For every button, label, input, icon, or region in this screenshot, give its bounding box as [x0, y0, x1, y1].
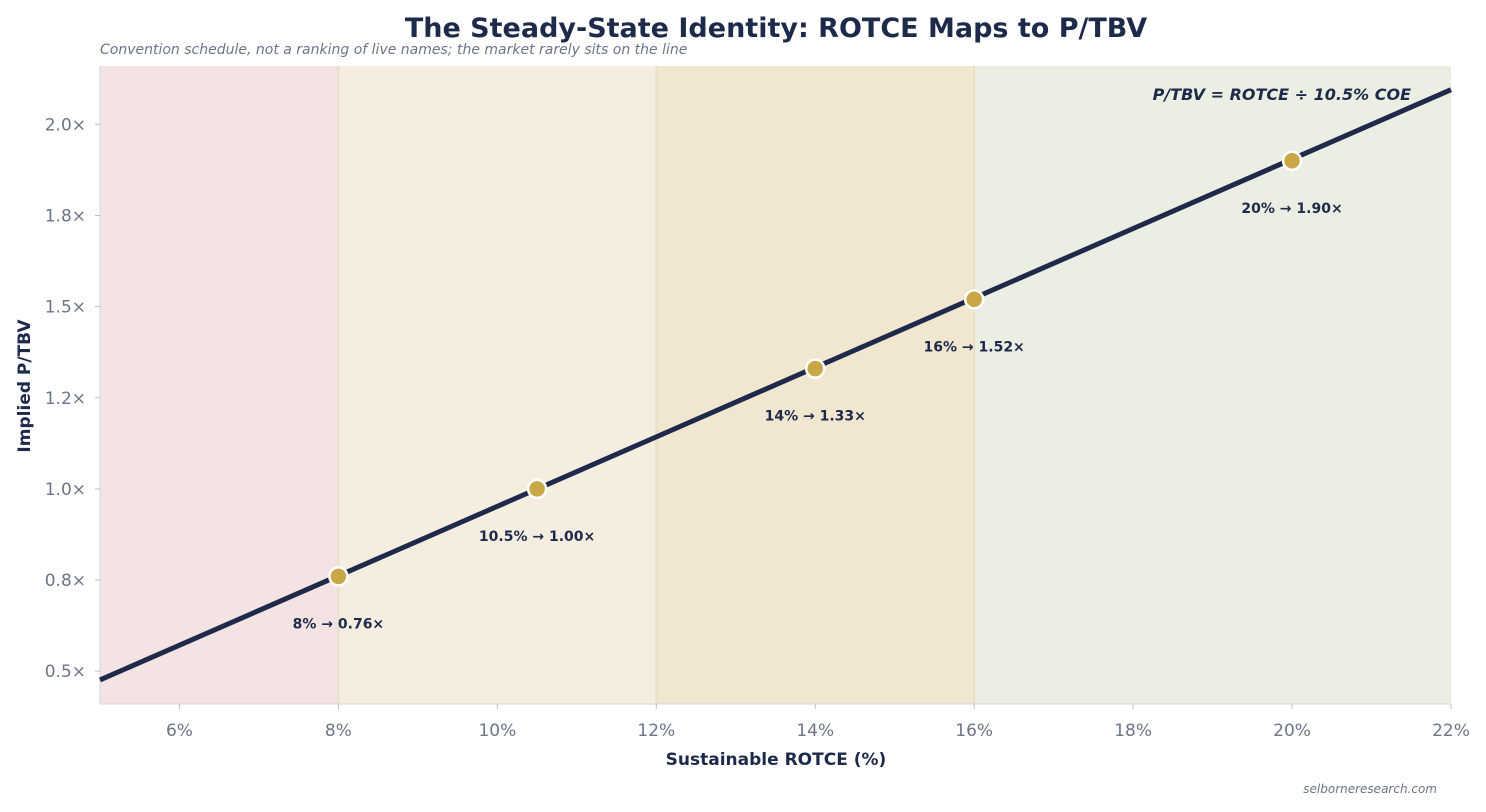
background-bands — [100, 66, 1451, 704]
x-tick-label: 16% — [955, 721, 993, 741]
identity-line — [98, 87, 1453, 683]
y-tick-label: 1.5× — [45, 298, 86, 318]
y-tick-label: 1.8× — [45, 206, 86, 226]
chart-subtitle: Convention schedule, not a ranking of li… — [100, 42, 687, 58]
footer-credit: selborneresearch.com — [1303, 782, 1437, 796]
series: 8% → 0.76× 10.5% → 1.00× 14% → 1.33× 16% → … — [98, 87, 1453, 683]
band-2 — [656, 66, 975, 704]
x-tick-label: 20% — [1273, 721, 1311, 741]
x-tick-label: 12% — [637, 721, 675, 741]
axes: 6% 8% 10% 12% 14% 16% 18% 20% 22% 0.5× 0.8× 1.0× 1.2… — [45, 66, 1470, 741]
data-point — [328, 566, 349, 587]
x-axis-label: Sustainable ROTCE (%) — [666, 750, 887, 770]
data-point-label: 16% → 1.52× — [924, 339, 1025, 355]
y-axis-label: Implied P/TBV — [15, 319, 35, 453]
band-0 — [100, 66, 339, 704]
data-point — [1281, 150, 1303, 172]
band-3 — [974, 66, 1451, 704]
data-point-label: 10.5% → 1.00× — [479, 529, 595, 545]
data-point-label: 14% → 1.33× — [765, 409, 866, 425]
x-tick-label: 10% — [478, 721, 516, 741]
formula-annotation: P/TBV = ROTCE ÷ 10.5% COE — [1153, 85, 1411, 104]
band-1 — [338, 66, 657, 704]
chart-title: The Steady-State Identity: ROTCE Maps to… — [405, 13, 1147, 44]
data-point — [804, 358, 826, 379]
data-point-label: 8% → 0.76× — [293, 616, 385, 632]
x-tick-label: 22% — [1432, 721, 1470, 741]
data-point-label: 20% → 1.90× — [1241, 201, 1342, 217]
y-tick-label: 2.0× — [45, 115, 86, 135]
y-tick-label: 1.2× — [45, 389, 86, 409]
x-tick-label: 18% — [1114, 721, 1152, 741]
y-tick-label: 0.5× — [45, 662, 86, 682]
y-tick-label: 0.8× — [45, 571, 86, 591]
y-tick-label: 1.0× — [45, 480, 86, 500]
x-tick-label: 6% — [166, 721, 193, 741]
data-point — [963, 289, 985, 310]
x-tick-label: 14% — [796, 721, 834, 741]
data-point — [526, 478, 548, 500]
x-tick-label: 8% — [325, 721, 352, 741]
